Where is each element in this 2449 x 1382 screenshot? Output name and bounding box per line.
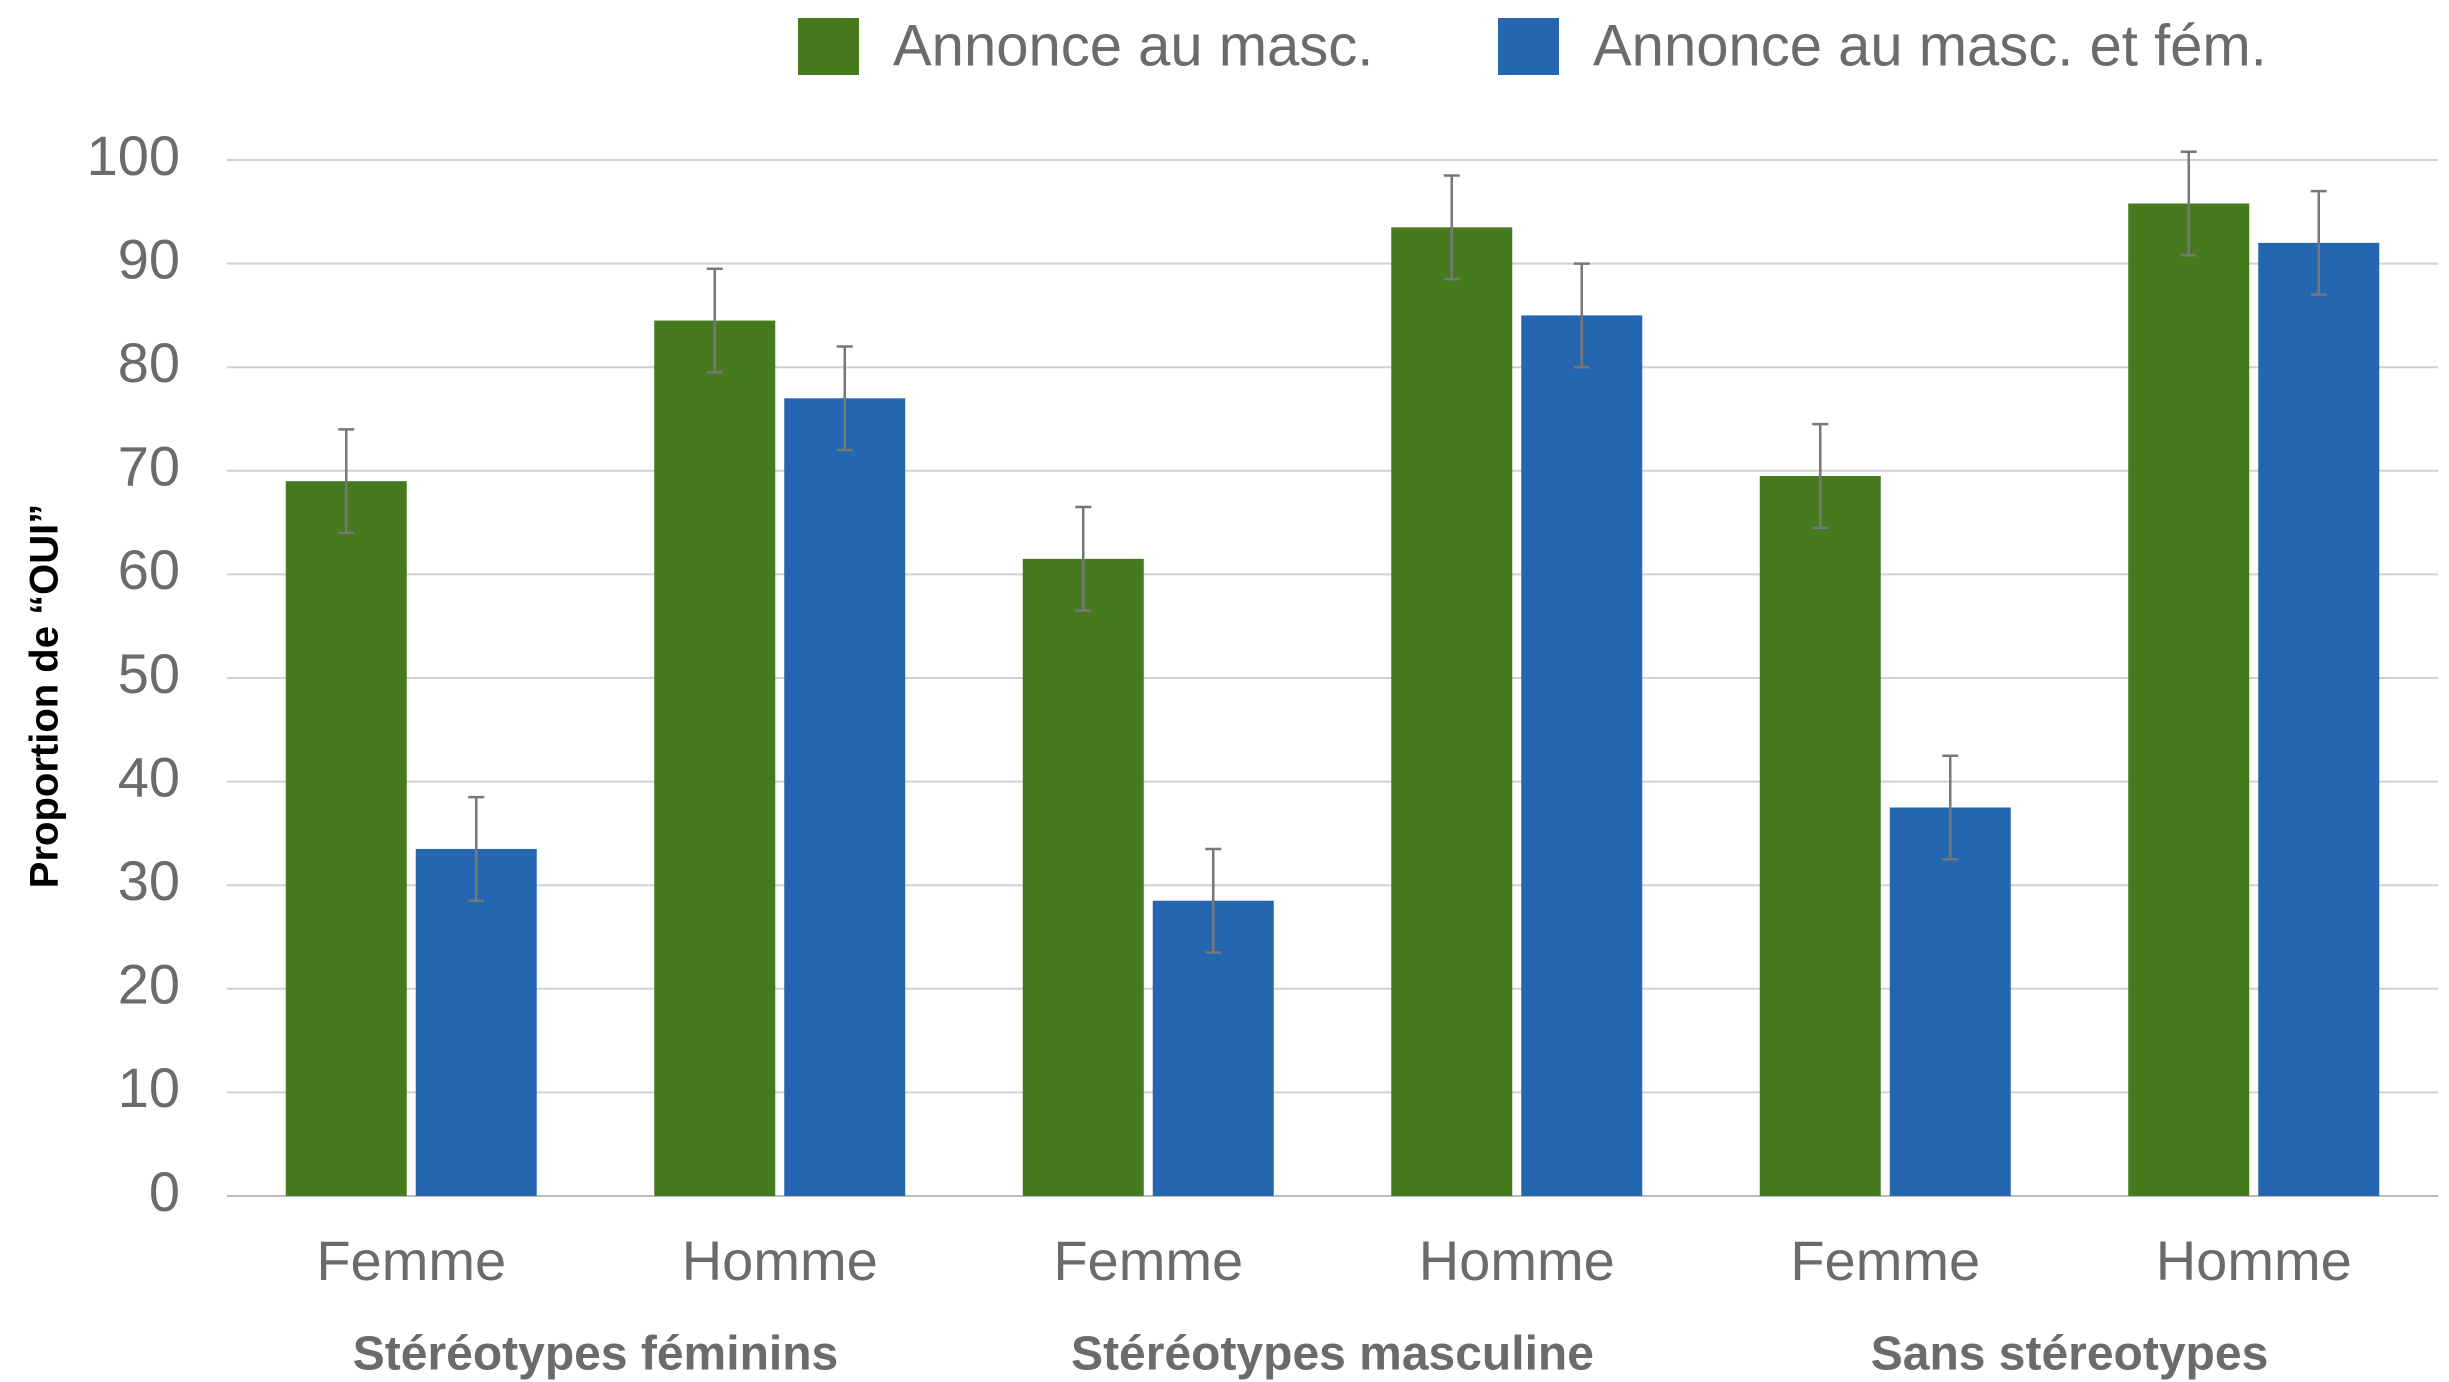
error-bar [1573, 262, 1590, 369]
legend-swatch [1498, 18, 1559, 75]
y-tick-label: 10 [118, 1056, 180, 1119]
group-label: Stéréotypes masculine [1071, 1328, 1594, 1381]
bar [285, 481, 407, 1196]
y-tick-label: 70 [118, 435, 180, 498]
bar [1521, 315, 1643, 1196]
y-tick-label: 50 [118, 642, 180, 705]
error-bar [2180, 150, 2197, 257]
error-bar [1075, 505, 1092, 612]
y-tick-label: 20 [118, 953, 180, 1016]
bar [1022, 558, 1144, 1196]
bar [1391, 227, 1513, 1197]
legend-swatch [798, 18, 859, 75]
x-tick-label: Femme [1053, 1229, 1243, 1292]
error-bar [338, 428, 355, 535]
error-bar [1205, 847, 1222, 954]
bar [415, 848, 537, 1196]
x-tick-label: Homme [682, 1229, 878, 1292]
error-bar [706, 267, 723, 374]
error-bar [2310, 189, 2327, 296]
y-tick-label: 40 [118, 745, 180, 808]
y-tick-label: 30 [118, 849, 180, 912]
x-tick-label: Femme [1790, 1229, 1980, 1292]
group-label: Sans stéreotypes [1871, 1328, 2269, 1381]
y-tick-label: 90 [118, 227, 180, 290]
group-label: Stéréotypes féminins [353, 1328, 838, 1381]
bar [1759, 475, 1881, 1197]
y-tick-label: 80 [118, 331, 180, 394]
error-bar [1443, 174, 1460, 281]
error-bar [1942, 754, 1959, 861]
y-tick-label: 0 [149, 1160, 180, 1223]
bar [784, 398, 906, 1196]
y-tick-label: 100 [87, 124, 180, 187]
x-tick-label: Homme [2156, 1229, 2352, 1292]
y-axis-label: Proportion de “OUI” [23, 504, 67, 888]
bar [2128, 203, 2250, 1197]
bar [1889, 807, 2011, 1196]
error-bar [836, 345, 853, 452]
x-tick-label: Homme [1419, 1229, 1615, 1292]
legend-label: Annonce au masc. [893, 13, 1373, 78]
bar [654, 320, 776, 1197]
bar [2258, 242, 2380, 1196]
error-bar [1812, 422, 1829, 530]
x-tick-label: Femme [316, 1229, 506, 1292]
legend-label: Annonce au masc. et fém. [1593, 13, 2267, 78]
y-tick-label: 60 [118, 538, 180, 601]
error-bar [468, 795, 485, 902]
